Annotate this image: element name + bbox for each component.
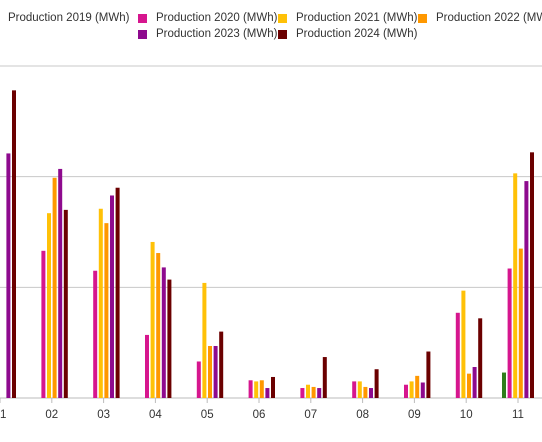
x-tick-label: 04 (149, 409, 162, 421)
bar-06-series-2[interactable] (254, 381, 259, 398)
bar-09-series-4[interactable] (420, 382, 425, 398)
bar-03-series-1[interactable] (93, 270, 98, 398)
bar-02-series-3[interactable] (52, 177, 57, 398)
legend-label: Production 2019 (MWh) (8, 12, 130, 24)
x-tick-label: 11 (512, 409, 524, 421)
bar-01-series-5[interactable] (12, 90, 16, 398)
bar-09-series-2[interactable] (409, 381, 414, 398)
x-tick-label: 08 (356, 409, 369, 421)
bar-05-series-1[interactable] (196, 361, 201, 398)
bar-06-series-4[interactable] (265, 388, 270, 398)
bar-03-series-3[interactable] (104, 223, 109, 398)
legend-item-2[interactable]: Production 2021 (MWh) (278, 12, 417, 24)
bar-07-series-3[interactable] (311, 386, 316, 398)
bar-11-series-3[interactable] (518, 248, 523, 398)
bar-08-series-5[interactable] (374, 369, 379, 398)
x-tick-label: 03 (97, 409, 110, 421)
bar-09-series-3[interactable] (415, 375, 420, 398)
bar-07-series-2[interactable] (306, 384, 310, 398)
bar-06-series-3[interactable] (259, 380, 264, 398)
bar-04-series-2[interactable] (150, 241, 155, 398)
bar-04-series-4[interactable] (161, 267, 166, 398)
bar-02-series-4[interactable] (58, 168, 63, 398)
legend-swatch (278, 13, 287, 23)
legend-label: Production 2020 (MWh) (156, 12, 278, 24)
legend-item-4[interactable]: Production 2023 (MWh) (138, 28, 277, 40)
bar-11-series-4[interactable] (524, 181, 529, 398)
x-tick-label: 07 (304, 409, 317, 421)
bar-08-series-4[interactable] (369, 388, 373, 398)
bar-05-series-5[interactable] (219, 331, 224, 398)
x-tick-label: 06 (253, 409, 266, 421)
legend-item-3[interactable]: Production 2022 (MWh) (418, 12, 542, 24)
bar-11-series-5[interactable] (530, 152, 534, 398)
bar-06-series-5[interactable] (271, 376, 275, 398)
legend-label: Production 2024 (MWh) (296, 28, 418, 40)
bar-05-series-2[interactable] (202, 282, 207, 398)
legend-label: Production 2021 (MWh) (296, 12, 418, 24)
legend-item-1[interactable]: Production 2020 (MWh) (138, 12, 277, 24)
legend-swatch (138, 13, 147, 23)
x-tick-label: 02 (45, 409, 58, 421)
bar-05-series-3[interactable] (208, 345, 212, 398)
legend-label: Production 2022 (MWh) (436, 12, 542, 24)
bar-03-series-2[interactable] (98, 208, 103, 398)
bar-10-series-5[interactable] (478, 318, 483, 398)
bar-07-series-4[interactable] (317, 388, 322, 398)
legend-swatch (278, 29, 287, 39)
bar-11-series-1[interactable] (507, 268, 512, 398)
bar-06-series-1[interactable] (248, 380, 253, 398)
legend-swatch (138, 29, 147, 39)
bar-03-series-5[interactable] (115, 187, 120, 398)
bar-01-series-4[interactable] (6, 153, 11, 398)
bar-10-series-2[interactable] (461, 290, 466, 398)
bar-08-series-3[interactable] (363, 386, 368, 398)
legend-item-0[interactable]: Production 2019 (MWh) (0, 12, 129, 24)
x-tick-label: 05 (201, 409, 214, 421)
bar-10-series-1[interactable] (455, 312, 460, 398)
bar-04-series-3[interactable] (156, 253, 161, 398)
bar-11-series-2[interactable] (513, 173, 518, 398)
x-tick-label: 09 (408, 409, 421, 421)
bar-02-series-5[interactable] (63, 209, 68, 398)
bar-10-series-3[interactable] (467, 373, 471, 398)
legend-label: Production 2023 (MWh) (156, 28, 278, 40)
bar-07-series-1[interactable] (300, 388, 305, 398)
bar-02-series-2[interactable] (47, 213, 51, 398)
bar-05-series-4[interactable] (213, 345, 218, 398)
bar-04-series-5[interactable] (167, 279, 172, 398)
bar-03-series-4[interactable] (110, 195, 114, 398)
bar-10-series-4[interactable] (472, 367, 477, 398)
legend-swatch (418, 13, 427, 23)
legend-item-5[interactable]: Production 2024 (MWh) (278, 28, 417, 40)
bar-08-series-2[interactable] (357, 381, 362, 398)
bar-09-series-1[interactable] (404, 384, 408, 398)
bar-07-series-5[interactable] (322, 357, 327, 398)
bar-04-series-1[interactable] (145, 334, 149, 398)
bar-08-series-1[interactable] (352, 381, 357, 398)
x-tick-label: 01 (0, 409, 6, 421)
bar-02-series-1[interactable] (41, 250, 46, 398)
bar-11-series-0[interactable] (502, 372, 506, 398)
x-tick-label: 10 (460, 409, 473, 421)
bar-09-series-5[interactable] (426, 351, 431, 398)
